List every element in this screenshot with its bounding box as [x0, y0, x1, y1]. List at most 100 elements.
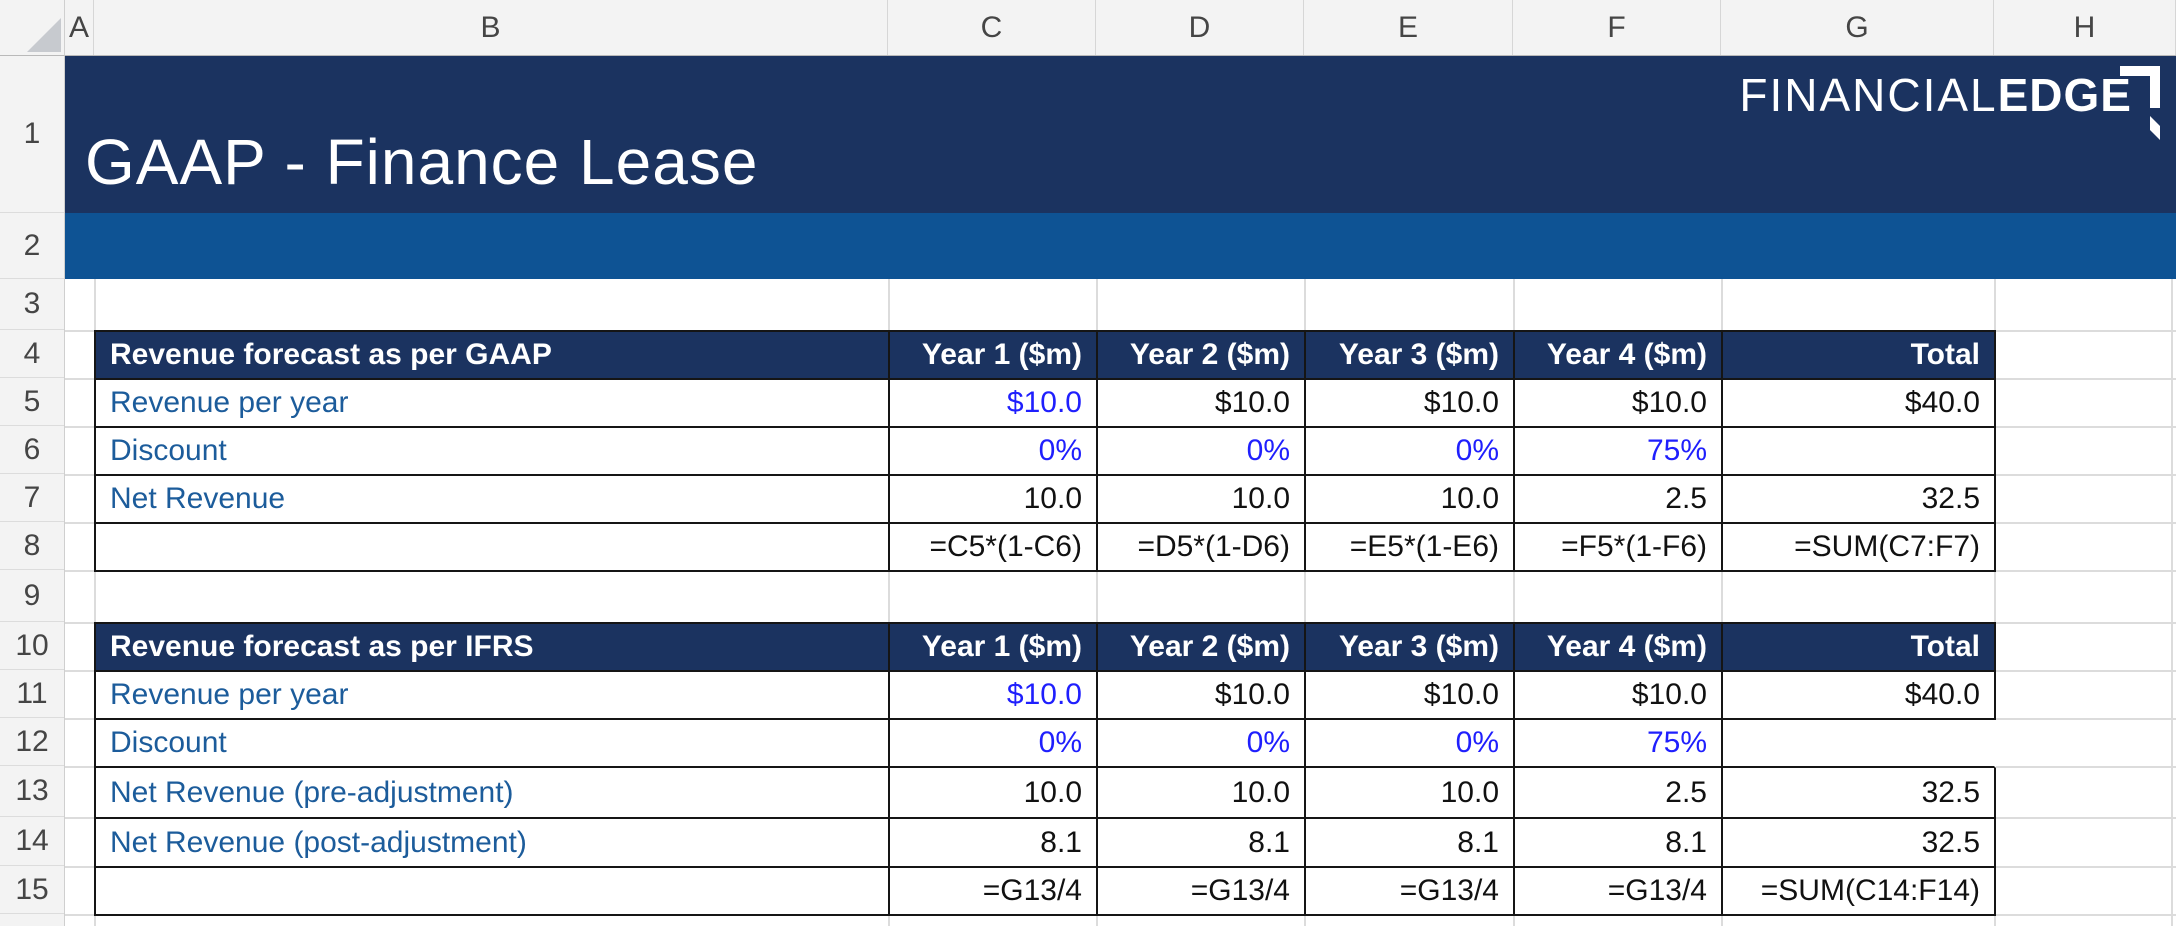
value-cell[interactable]: $10.0	[1306, 380, 1515, 428]
value-cell[interactable]: =E5*(1-E6)	[1306, 524, 1515, 572]
row-label-cell[interactable]: Net Revenue (post-adjustment)	[96, 819, 890, 868]
value-cell[interactable]: $10.0	[890, 672, 1098, 720]
value-cell[interactable]: =SUM(C7:F7)	[1723, 524, 1996, 572]
column-header-g[interactable]: G	[1721, 0, 1994, 55]
row-header-7[interactable]: 7	[0, 474, 64, 522]
row-number-gutter: 1 2 3 4 5 6 7 8 9 10 11 12 13 14 15	[0, 56, 65, 926]
row-label-cell[interactable]	[96, 524, 890, 572]
value-cell[interactable]: 10.0	[890, 768, 1098, 819]
logo-corner-arrow-icon	[2120, 66, 2160, 140]
row-header-13[interactable]: 13	[0, 766, 64, 817]
value-cell[interactable]: $10.0	[1098, 380, 1306, 428]
row-header-1[interactable]: 1	[0, 56, 64, 213]
row-header-15[interactable]: 15	[0, 866, 64, 914]
value-cell[interactable]: 32.5	[1723, 768, 1996, 819]
value-cell[interactable]: =SUM(C14:F14)	[1723, 868, 1996, 916]
column-header-c[interactable]: C	[888, 0, 1096, 55]
row-header-11[interactable]: 11	[0, 670, 64, 718]
row-label-cell[interactable]	[96, 868, 890, 916]
value-cell[interactable]: =C5*(1-C6)	[890, 524, 1098, 572]
column-label-cell[interactable]: Year 1 ($m)	[890, 624, 1098, 672]
title-banner-cell[interactable]: GAAP - Finance Lease FINANCIAL EDGE	[65, 56, 2176, 213]
value-cell[interactable]: 8.1	[890, 819, 1098, 868]
value-cell[interactable]: 10.0	[1306, 768, 1515, 819]
value-cell[interactable]: 0%	[1098, 428, 1306, 476]
row-label-cell[interactable]: Discount	[96, 428, 890, 476]
row-label-cell[interactable]: Revenue per year	[96, 380, 890, 428]
row-header-2[interactable]: 2	[0, 213, 64, 279]
column-label-cell[interactable]: Year 1 ($m)	[890, 332, 1098, 380]
value-cell[interactable]: 0%	[1306, 720, 1515, 768]
column-header-f[interactable]: F	[1513, 0, 1721, 55]
value-cell[interactable]: 32.5	[1723, 476, 1996, 524]
row-label-cell[interactable]: Discount	[96, 720, 890, 768]
value-cell[interactable]: 10.0	[1098, 476, 1306, 524]
value-cell[interactable]: =G13/4	[1098, 868, 1306, 916]
value-cell[interactable]: 0%	[890, 428, 1098, 476]
row-header-8[interactable]: 8	[0, 522, 64, 570]
row-header-4[interactable]: 4	[0, 330, 64, 378]
value-cell[interactable]: 75%	[1515, 720, 1723, 768]
value-cell[interactable]: =D5*(1-D6)	[1098, 524, 1306, 572]
row-header-3[interactable]: 3	[0, 279, 64, 330]
column-label-cell[interactable]: Year 3 ($m)	[1306, 332, 1515, 380]
row-header-6[interactable]: 6	[0, 426, 64, 474]
value-cell[interactable]: 2.5	[1515, 768, 1723, 819]
column-label-cell[interactable]: Year 4 ($m)	[1515, 624, 1723, 672]
table-title-cell[interactable]: Revenue forecast as per IFRS	[96, 624, 890, 672]
value-cell[interactable]: $10.0	[1306, 672, 1515, 720]
logo-text-financial: FINANCIAL	[1739, 69, 1998, 121]
value-cell[interactable]: =G13/4	[1515, 868, 1723, 916]
value-cell[interactable]: $40.0	[1723, 380, 1996, 428]
column-label-cell[interactable]: Year 2 ($m)	[1098, 624, 1306, 672]
row-header-9[interactable]: 9	[0, 570, 64, 622]
row-header-5[interactable]: 5	[0, 378, 64, 426]
value-cell[interactable]: 10.0	[1306, 476, 1515, 524]
row-header-14[interactable]: 14	[0, 817, 64, 866]
value-cell[interactable]: 2.5	[1515, 476, 1723, 524]
row-header-10[interactable]: 10	[0, 622, 64, 670]
column-label-cell[interactable]: Total	[1723, 332, 1996, 380]
gridline	[888, 279, 890, 926]
value-cell[interactable]: $10.0	[1515, 672, 1723, 720]
value-cell[interactable]: $10.0	[1098, 672, 1306, 720]
gridline	[1513, 279, 1515, 926]
row-label-cell[interactable]: Net Revenue	[96, 476, 890, 524]
select-all-button[interactable]	[0, 0, 65, 56]
column-header-a[interactable]: A	[65, 0, 94, 55]
row-label-cell[interactable]: Revenue per year	[96, 672, 890, 720]
value-cell[interactable]: 75%	[1515, 428, 1723, 476]
value-cell[interactable]: =G13/4	[890, 868, 1098, 916]
column-header-h[interactable]: H	[1994, 0, 2176, 55]
column-header-b[interactable]: B	[94, 0, 888, 55]
value-cell[interactable]: =G13/4	[1306, 868, 1515, 916]
blue-band-row-2[interactable]	[65, 213, 2176, 279]
row-header-12[interactable]: 12	[0, 718, 64, 766]
column-label-cell[interactable]: Year 3 ($m)	[1306, 624, 1515, 672]
column-label-cell[interactable]: Year 4 ($m)	[1515, 332, 1723, 380]
gridline	[1994, 279, 1996, 926]
value-cell[interactable]: 10.0	[1098, 768, 1306, 819]
column-label-cell[interactable]: Year 2 ($m)	[1098, 332, 1306, 380]
value-cell[interactable]: 8.1	[1306, 819, 1515, 868]
value-cell[interactable]: 8.1	[1515, 819, 1723, 868]
value-cell[interactable]: $10.0	[890, 380, 1098, 428]
value-cell[interactable]: 32.5	[1723, 819, 1996, 868]
table-title-cell[interactable]: Revenue forecast as per GAAP	[96, 332, 890, 380]
value-cell[interactable]: $10.0	[1515, 380, 1723, 428]
value-cell[interactable]: 0%	[890, 720, 1098, 768]
gridline	[1304, 279, 1306, 926]
value-cell[interactable]: 8.1	[1098, 819, 1306, 868]
value-cell[interactable]: 0%	[1098, 720, 1306, 768]
value-cell[interactable]: $40.0	[1723, 672, 1996, 720]
value-cell[interactable]: =F5*(1-F6)	[1515, 524, 1723, 572]
column-label-cell[interactable]: Total	[1723, 624, 1996, 672]
table-revenue-ifrs: Revenue forecast as per IFRS Year 1 ($m) Y…	[94, 622, 1996, 916]
value-cell[interactable]: 10.0	[890, 476, 1098, 524]
value-cell[interactable]	[1723, 720, 1996, 768]
row-label-cell[interactable]: Net Revenue (pre-adjustment)	[96, 768, 890, 819]
column-header-e[interactable]: E	[1304, 0, 1513, 55]
value-cell[interactable]: 0%	[1306, 428, 1515, 476]
column-header-d[interactable]: D	[1096, 0, 1304, 55]
value-cell[interactable]	[1723, 428, 1996, 476]
